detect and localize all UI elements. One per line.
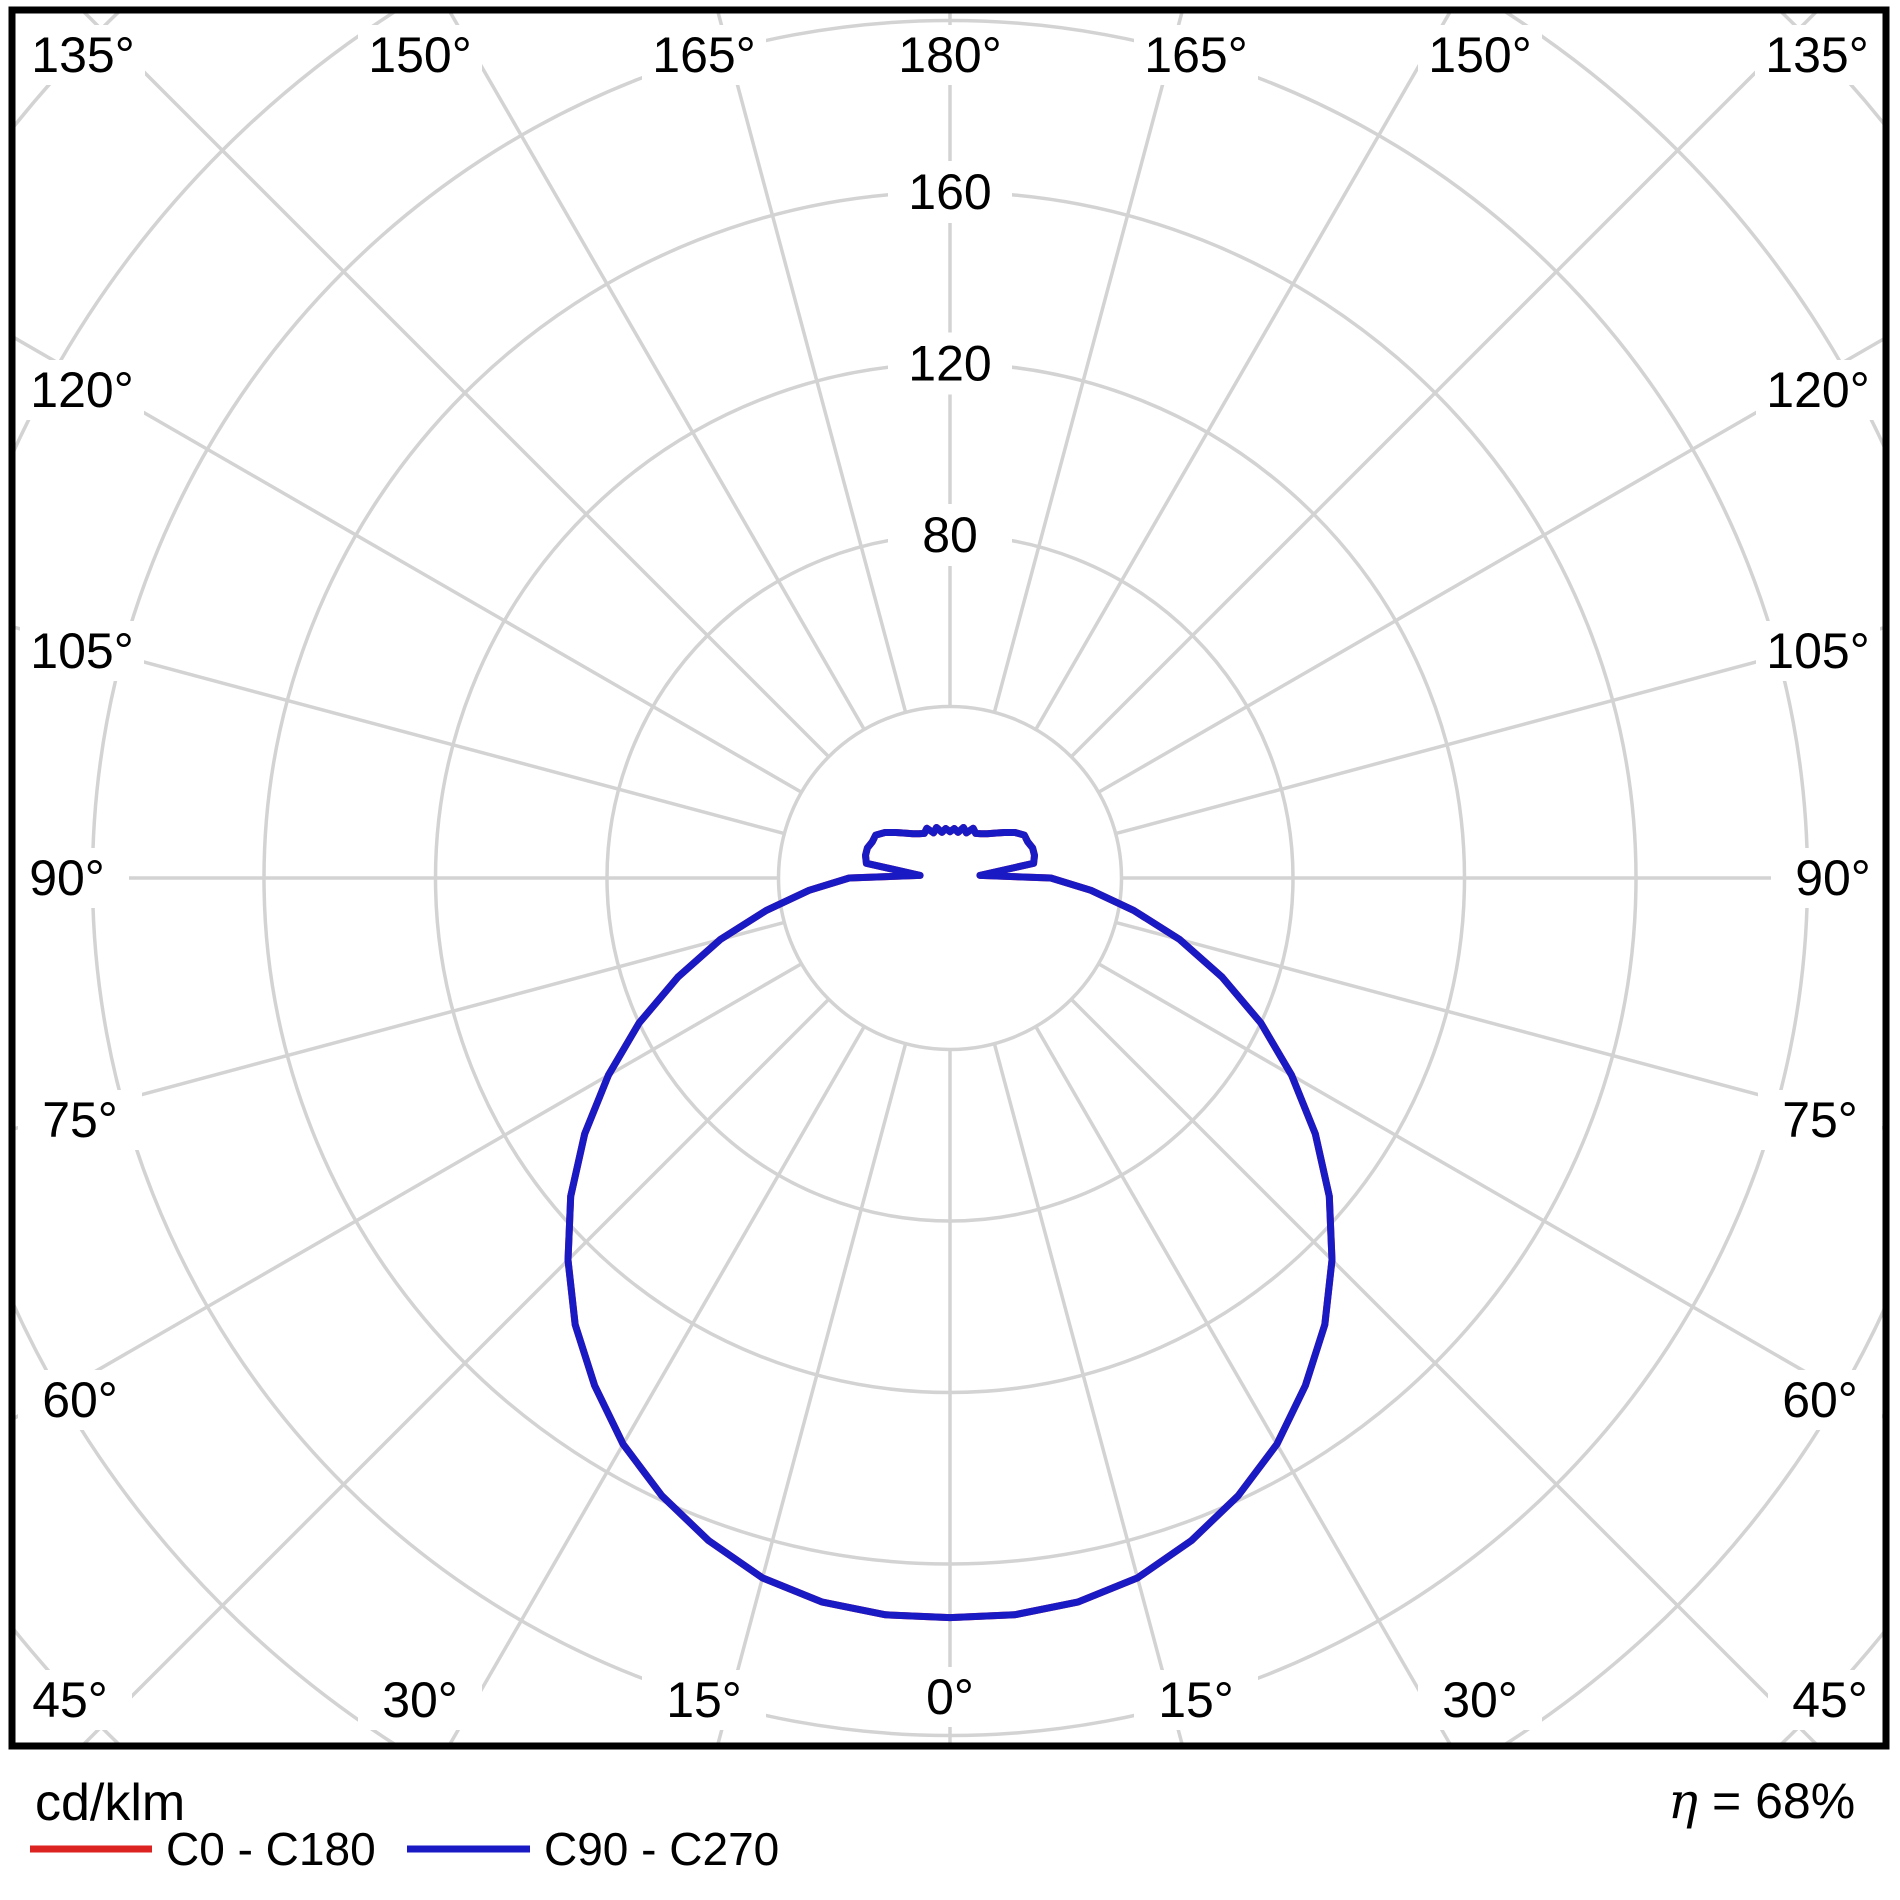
angle-tick-label: 105° [1766, 623, 1869, 679]
angle-tick-label-bg [1755, 25, 1879, 85]
angle-tick-label-bg [21, 25, 145, 85]
polar-grid-ray [1115, 625, 1886, 836]
angle-tick-label: 105° [30, 623, 133, 679]
angle-tick-label: 120° [1766, 362, 1869, 418]
angle-tick-label: 75° [42, 1092, 118, 1148]
angle-tick-label: 0° [926, 1669, 974, 1725]
angle-tick-label-bg [888, 1667, 1012, 1727]
polar-grid-ray [715, 1043, 908, 1746]
angle-tick-label-bg [1768, 1670, 1892, 1730]
angle-tick-label-bg [1756, 360, 1880, 420]
ring-tick-label-bg [888, 332, 1012, 395]
polar-grid-ray [1115, 920, 1886, 1131]
polar-grid-ray [1097, 962, 1886, 1421]
angle-tick-label: 135° [1765, 27, 1868, 83]
polar-grid-ray [446, 10, 866, 731]
polar-grid-ray [992, 1043, 1185, 1746]
efficiency-value: = 68% [1712, 1773, 1855, 1829]
angle-tick-label: 90° [1795, 850, 1871, 906]
polar-grid-ray [446, 1025, 866, 1746]
angle-tick-label: 15° [1158, 1672, 1234, 1728]
ring-tick-label-bg [888, 504, 1012, 566]
polar-grid-ray [1034, 10, 1454, 731]
angle-tick-label: 30° [382, 1672, 458, 1728]
ring-tick-label: 120 [908, 336, 991, 392]
polar-grid-ray [12, 624, 785, 836]
polar-grid-ray [1070, 998, 1821, 1746]
polar-grid-ray [79, 10, 830, 758]
curve-c90-c270 [564, 824, 1336, 1622]
polar-grid-ray [715, 10, 908, 713]
plot-border [8, 6, 1890, 1750]
angle-tick-label: 165° [652, 27, 755, 83]
ring-tick-label: 160 [908, 164, 991, 220]
angle-tick-label-bg [642, 1670, 766, 1730]
angle-tick-label-bg [1758, 1090, 1882, 1150]
polar-grid-ray [1034, 1025, 1454, 1746]
legend-label-c0-c180: C0 - C180 [166, 1823, 376, 1875]
angle-tick-label-bg [1756, 621, 1880, 681]
ring-tick-label-bg [888, 161, 1012, 223]
angle-tick-label-bg [642, 25, 766, 85]
legend-label-c90-c270: C90 - C270 [544, 1823, 779, 1875]
angle-tick-label-bg [1771, 848, 1895, 908]
efficiency-symbol: η [1668, 1772, 1698, 1830]
angle-tick-label-bg [18, 1370, 142, 1430]
polar-grid-ray [1070, 10, 1821, 758]
angle-tick-label: 30° [1442, 1672, 1518, 1728]
angle-tick-label-bg [20, 621, 144, 681]
angle-tick-label-bg [18, 1090, 142, 1150]
angle-tick-label: 15° [666, 1672, 742, 1728]
polar-grid-ray [12, 962, 803, 1422]
angle-tick-label: 180° [898, 27, 1001, 83]
angle-tick-label-bg [358, 1670, 482, 1730]
angle-tick-label: 150° [368, 27, 471, 83]
polar-grid-ray [12, 334, 803, 794]
angle-tick-label: 60° [42, 1372, 118, 1428]
angle-tick-label-bg [1134, 25, 1258, 85]
angle-tick-label-bg [1134, 1670, 1258, 1730]
angle-tick-label: 150° [1428, 27, 1531, 83]
angle-tick-label: 60° [1782, 1372, 1858, 1428]
angle-tick-label-bg [5, 848, 129, 908]
angle-tick-label-bg [8, 1670, 132, 1730]
angle-tick-label-bg [1418, 1670, 1542, 1730]
angle-tick-label: 120° [30, 362, 133, 418]
angle-tick-label-bg [20, 360, 144, 420]
polar-grid-ray [992, 10, 1185, 713]
angle-tick-label: 45° [1792, 1672, 1868, 1728]
unit-label: cd/klm [35, 1774, 185, 1832]
angle-tick-label-bg [888, 25, 1012, 85]
angle-tick-label: 45° [32, 1672, 108, 1728]
ring-tick-label: 80 [922, 507, 978, 563]
angle-tick-label: 135° [31, 27, 134, 83]
angle-tick-label: 75° [1782, 1092, 1858, 1148]
angle-tick-label-bg [358, 25, 482, 85]
angle-tick-label: 165° [1144, 27, 1247, 83]
polar-tick-labels: 80 120 160 0° 15° 15° 30° 30° 45° 45° 60° 60° 75° 75°… [5, 25, 1895, 1730]
polar-grid-ray [1097, 335, 1886, 794]
angle-tick-label: 90° [29, 850, 105, 906]
polar-grid-ray [79, 998, 830, 1746]
curves [564, 824, 1336, 1622]
polar-grid-ray [12, 920, 785, 1132]
angle-tick-label-bg [1758, 1370, 1882, 1430]
angle-tick-label-bg [1418, 25, 1542, 85]
